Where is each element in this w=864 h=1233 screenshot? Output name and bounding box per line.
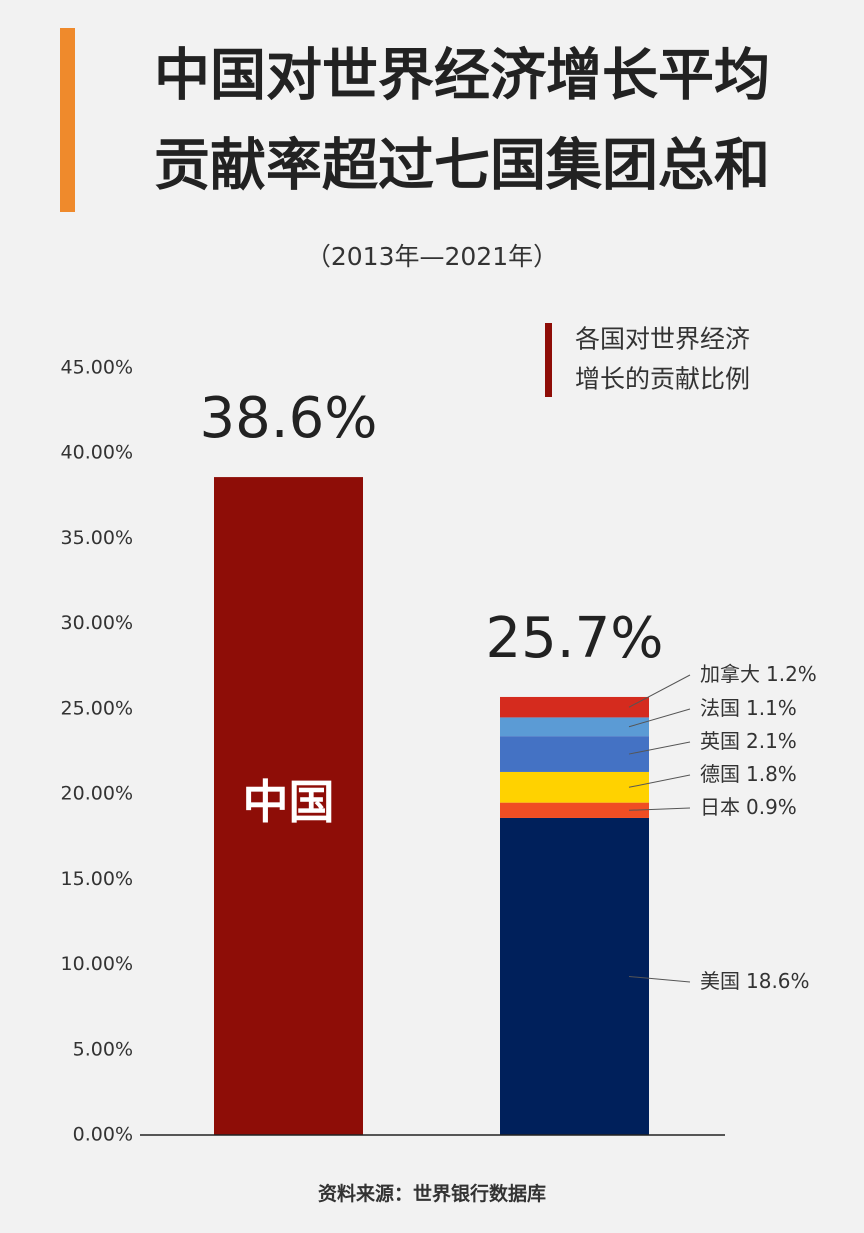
y-tick-label: 10.00% bbox=[61, 953, 133, 975]
legend-title: 增长的贡献比例 bbox=[575, 365, 750, 394]
series-name: 美国 bbox=[700, 969, 740, 993]
legend-title: 各国对世界经济 bbox=[575, 325, 750, 354]
value-label: 18.6% bbox=[746, 969, 810, 993]
segment-label: 法国 1.1% bbox=[700, 696, 797, 720]
value-label: 1.2% bbox=[766, 662, 817, 686]
leader-line bbox=[628, 774, 691, 788]
total-label: 38.6% bbox=[200, 386, 378, 451]
segment-label: 日本 0.9% bbox=[700, 795, 797, 819]
value-label: 2.1% bbox=[746, 729, 797, 753]
chart-subtitle: （2013年—2021年） bbox=[306, 242, 558, 271]
category-label: 中国 bbox=[243, 775, 335, 829]
leader-line bbox=[628, 807, 691, 811]
legend-marker bbox=[545, 323, 552, 397]
y-tick-label: 35.00% bbox=[61, 527, 133, 549]
bar-segment bbox=[500, 736, 649, 772]
leader-line bbox=[628, 741, 691, 755]
y-tick-label: 0.00% bbox=[73, 1124, 133, 1146]
bar-segment bbox=[500, 717, 649, 737]
value-label: 0.9% bbox=[746, 795, 797, 819]
series-name: 英国 bbox=[700, 729, 740, 753]
segment-label: 加拿大 1.2% bbox=[700, 662, 817, 686]
bar-segment bbox=[500, 817, 649, 1135]
segment-label: 美国 18.6% bbox=[700, 969, 810, 993]
segment-label: 英国 2.1% bbox=[700, 729, 797, 753]
leader-line bbox=[628, 975, 691, 983]
series-name: 加拿大 bbox=[700, 662, 760, 686]
bar-segment bbox=[500, 696, 649, 718]
y-tick-label: 20.00% bbox=[61, 783, 133, 805]
y-tick-label: 30.00% bbox=[61, 612, 133, 634]
title-accent bbox=[60, 28, 75, 212]
bar-segment bbox=[214, 477, 363, 1135]
value-label: 1.1% bbox=[746, 696, 797, 720]
y-tick-label: 5.00% bbox=[73, 1038, 133, 1060]
chart-title: 贡献率超过七国集团总和 bbox=[154, 133, 770, 199]
leader-line bbox=[628, 708, 691, 728]
source: 资料来源：世界银行数据库 bbox=[318, 1182, 546, 1205]
value-label: 1.8% bbox=[746, 762, 797, 786]
chart-title: 中国对世界经济增长平均 bbox=[154, 43, 770, 109]
y-tick-label: 45.00% bbox=[61, 357, 133, 379]
bar-segment bbox=[500, 771, 649, 803]
series-name: 日本 bbox=[700, 795, 740, 819]
y-tick-label: 25.00% bbox=[61, 697, 133, 719]
series-name: 德国 bbox=[700, 762, 740, 786]
total-label: 25.7% bbox=[486, 606, 664, 671]
bar-segment bbox=[500, 802, 649, 818]
leader-line bbox=[628, 674, 691, 708]
segment-label: 德国 1.8% bbox=[700, 762, 797, 786]
y-tick-label: 40.00% bbox=[61, 442, 133, 464]
series-name: 法国 bbox=[700, 696, 740, 720]
y-tick-label: 15.00% bbox=[61, 868, 133, 890]
